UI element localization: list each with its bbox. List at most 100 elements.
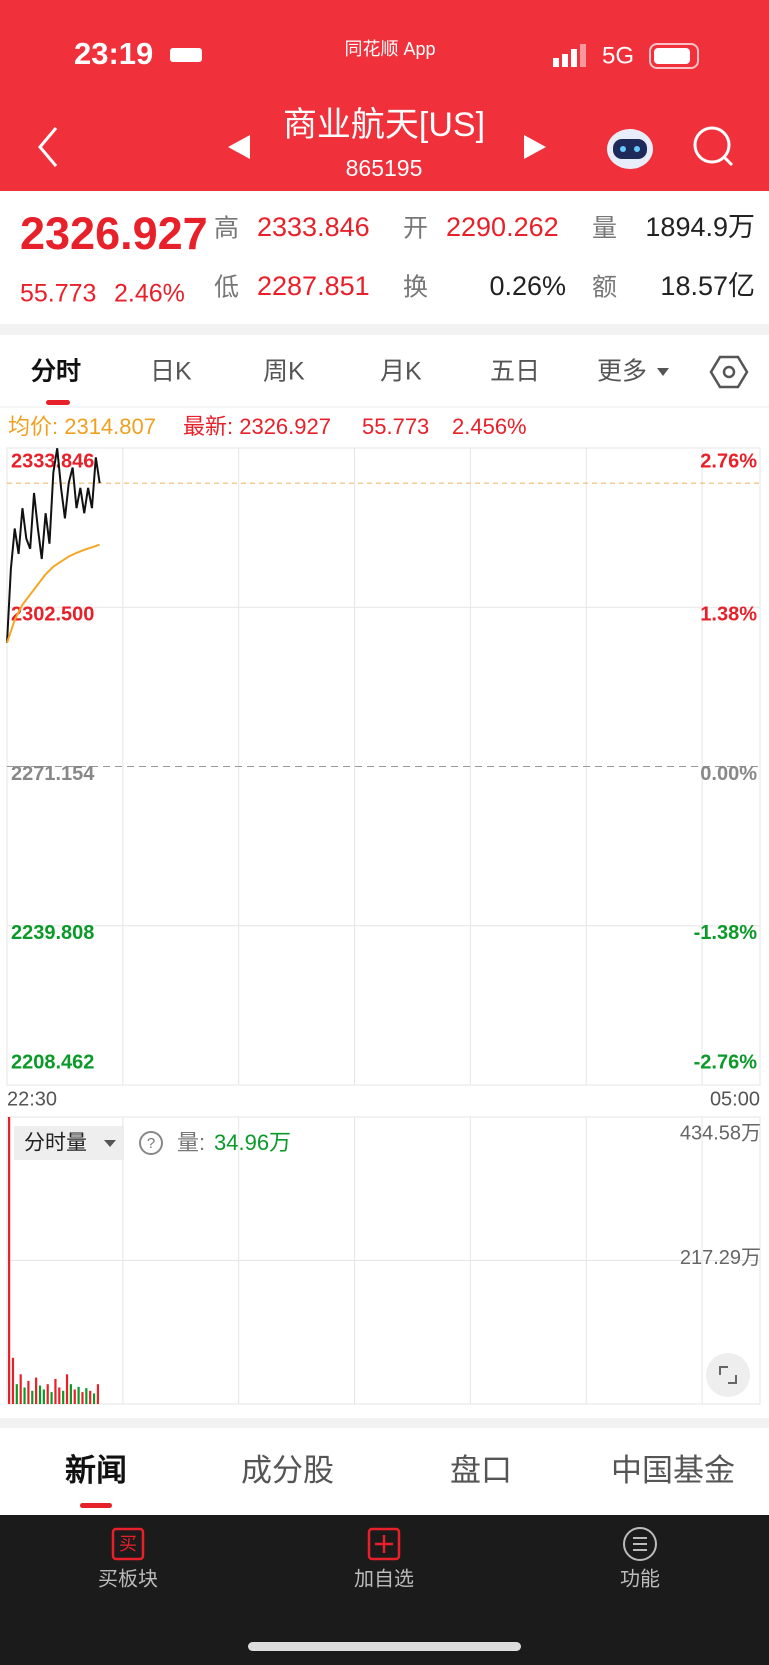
volume-bar: [19, 1374, 22, 1404]
tab-indicator: [80, 1503, 112, 1508]
label: 低: [214, 274, 239, 302]
y2-tick-label: 0.00%: [700, 763, 757, 785]
volume-bar: [11, 1357, 15, 1404]
latest-change: 55.773: [362, 414, 429, 439]
volume-bar: [85, 1388, 88, 1404]
price-line: [6, 448, 101, 643]
sleep-icon: [170, 48, 202, 62]
volume: 1894.9万: [645, 212, 755, 242]
tab[interactable]: 周K: [263, 358, 305, 386]
volume-bar: [77, 1386, 80, 1404]
y-tick-label: 2208.462: [11, 1051, 94, 1073]
code: 865195: [346, 155, 423, 181]
volume-bar: [15, 1384, 18, 1404]
latest-change-pct: 2.456%: [452, 414, 527, 439]
robot-icon[interactable]: [607, 129, 653, 169]
volume-bar: [96, 1384, 100, 1404]
volume-bar: [8, 1117, 11, 1404]
volume-bar: [42, 1389, 45, 1404]
help-icon[interactable]: [139, 1131, 163, 1155]
label: 高: [214, 215, 239, 243]
volume-selector[interactable]: [14, 1126, 124, 1160]
label: 额: [592, 274, 617, 302]
volume-selector-label[interactable]: 分时量: [24, 1132, 87, 1155]
volume-label: 量:: [177, 1130, 205, 1155]
title: 商业航天[US]: [283, 106, 485, 144]
signal-icon: [553, 44, 586, 67]
x-tick-label: 22:30: [7, 1088, 57, 1110]
dropdown-arrow: [104, 1140, 116, 1147]
dropdown-arrow: [657, 368, 669, 376]
low: 2287.851: [257, 271, 370, 301]
tab[interactable]: 五日: [490, 358, 540, 386]
status-network: 5G: [602, 42, 634, 69]
tab[interactable]: 成分股: [241, 1453, 334, 1488]
tab[interactable]: 更多: [597, 358, 647, 386]
volume-bar: [89, 1390, 92, 1404]
tab[interactable]: 新闻: [65, 1453, 127, 1488]
volume-bar: [65, 1374, 69, 1404]
volume-bar: [31, 1390, 34, 1404]
settings-button[interactable]: [709, 355, 749, 389]
buy-label[interactable]: 买板块: [98, 1567, 158, 1590]
separator: [0, 324, 769, 335]
label: 开: [403, 215, 428, 243]
y-tick-label: 2271.154: [11, 763, 95, 785]
buy-icon-frame[interactable]: [111, 1527, 145, 1561]
high: 2333.846: [257, 212, 370, 242]
search-button[interactable]: [693, 126, 734, 167]
tab[interactable]: 中国基金: [611, 1453, 735, 1488]
label: 量: [592, 215, 617, 243]
y-tick-label: 2239.808: [11, 922, 94, 944]
y2-tick-label: -2.76%: [694, 1051, 758, 1073]
volume-bar: [46, 1384, 49, 1404]
add-icon[interactable]: [367, 1527, 401, 1561]
next-button[interactable]: [524, 135, 546, 159]
battery: [649, 43, 699, 69]
open: 2290.262: [446, 212, 559, 242]
y2-tick-label: 1.38%: [700, 604, 757, 626]
tab[interactable]: 月K: [380, 358, 422, 386]
status-app: 同花顺 App: [344, 39, 435, 59]
separator: [0, 1418, 769, 1428]
y2-tick-label: 2.76%: [700, 450, 757, 472]
volume-value: 34.96万: [214, 1130, 291, 1155]
status-time: 23:19: [74, 36, 153, 71]
amount: 18.57亿: [660, 271, 755, 301]
func-icon[interactable]: [623, 1527, 657, 1561]
avg-info: 均价: 2314.807: [8, 414, 156, 439]
latest-info: 最新: 2326.927: [183, 414, 331, 439]
price-line: [6, 543, 100, 644]
volume-bar: [50, 1392, 53, 1404]
tab[interactable]: 盘口: [450, 1453, 512, 1488]
label: 换: [403, 274, 428, 302]
func-label[interactable]: 功能: [620, 1567, 660, 1590]
prev-button[interactable]: [228, 135, 250, 159]
y-tick-label: 2333.846: [11, 450, 94, 472]
volume-bar: [69, 1384, 72, 1404]
add-label[interactable]: 加自选: [354, 1567, 414, 1590]
change: 55.773: [20, 280, 96, 308]
y-tick-label: 434.58万: [680, 1122, 761, 1144]
battery-level: [654, 48, 690, 64]
tab[interactable]: 分时: [31, 358, 81, 386]
volume-bar: [62, 1390, 65, 1404]
y-tick-label: 2302.500: [11, 604, 94, 626]
volume-bar: [27, 1380, 30, 1404]
buy-icon[interactable]: 买: [119, 1534, 137, 1554]
tab-indicator: [46, 400, 70, 405]
volume-bar: [81, 1392, 84, 1404]
expand-button[interactable]: [706, 1353, 750, 1397]
tab[interactable]: 日K: [150, 358, 192, 386]
volume-bar: [23, 1387, 26, 1404]
back-button[interactable]: [38, 127, 58, 167]
volume-bar: [58, 1387, 61, 1404]
help-mark: ?: [147, 1135, 155, 1152]
volume-bar: [73, 1389, 76, 1404]
volume-bar: [92, 1393, 96, 1404]
volume-bar: [38, 1385, 42, 1404]
change-pct: 2.46%: [114, 280, 185, 308]
y-tick-label: 217.29万: [680, 1247, 761, 1269]
